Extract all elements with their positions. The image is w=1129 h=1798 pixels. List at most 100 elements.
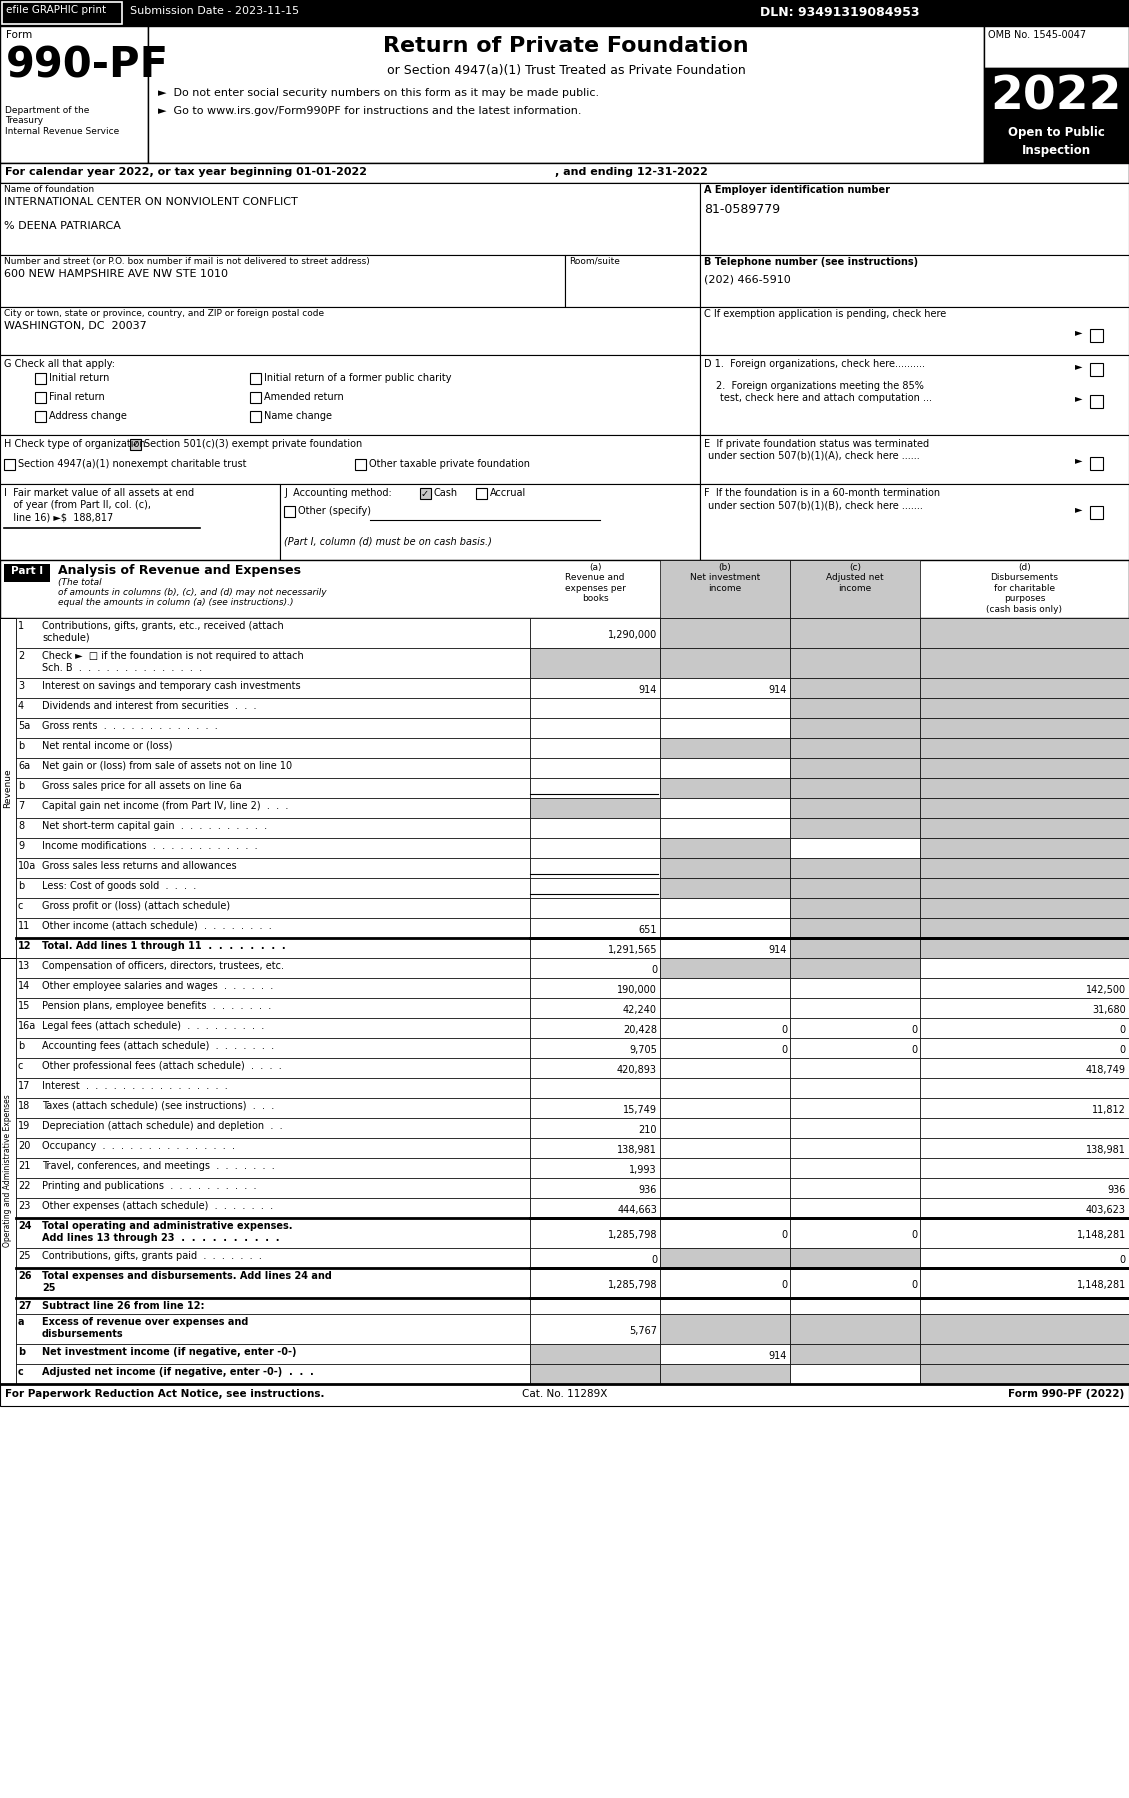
Text: 190,000: 190,000 [618, 985, 657, 994]
Bar [16, 737, 530, 759]
Text: 81-0589779: 81-0589779 [704, 203, 780, 216]
Bar [660, 818, 790, 838]
Bar [16, 1018, 530, 1037]
Text: WASHINGTON, DC  20037: WASHINGTON, DC 20037 [5, 322, 147, 331]
Bar [920, 897, 1129, 919]
Text: 936: 936 [1108, 1185, 1126, 1196]
Text: efile GRAPHIC print: efile GRAPHIC print [6, 5, 106, 14]
Bar [530, 717, 660, 737]
Bar [920, 858, 1129, 877]
Bar [920, 1018, 1129, 1037]
Bar [790, 1248, 920, 1268]
Bar [16, 1158, 530, 1178]
Bar [16, 1178, 530, 1197]
Text: Open to Public: Open to Public [1008, 126, 1105, 138]
Text: (c)
Adjusted net
income: (c) Adjusted net income [826, 563, 884, 593]
Bar [920, 798, 1129, 818]
Text: 21: 21 [18, 1162, 30, 1170]
Text: 2.  Foreign organizations meeting the 85%: 2. Foreign organizations meeting the 85% [716, 381, 924, 390]
Bar [530, 798, 660, 818]
Text: 0: 0 [1120, 1025, 1126, 1036]
Bar [530, 698, 660, 717]
Text: 138,981: 138,981 [618, 1145, 657, 1154]
Bar [0, 559, 1129, 619]
Bar [920, 779, 1129, 798]
Text: 0: 0 [781, 1280, 787, 1289]
Bar [530, 779, 660, 798]
Bar [16, 1268, 530, 1298]
Text: b: b [18, 741, 24, 752]
Bar [700, 183, 1129, 255]
Text: Contributions, gifts, grants, etc., received (attach
schedule): Contributions, gifts, grants, etc., rece… [42, 620, 283, 642]
Text: 11: 11 [18, 921, 30, 931]
Text: b: b [18, 881, 24, 892]
Text: 1,291,565: 1,291,565 [607, 946, 657, 955]
Bar [16, 1343, 530, 1365]
Text: 914: 914 [639, 685, 657, 696]
Text: 24: 24 [18, 1221, 32, 1232]
Text: 14: 14 [18, 982, 30, 991]
Bar [660, 1158, 790, 1178]
Text: ✓: ✓ [421, 489, 429, 498]
Text: equal the amounts in column (a) (see instructions).): equal the amounts in column (a) (see ins… [58, 599, 294, 608]
Bar [530, 958, 660, 978]
Text: 1,148,281: 1,148,281 [1077, 1230, 1126, 1241]
Bar [790, 818, 920, 838]
Text: Net short-term capital gain  .  .  .  .  .  .  .  .  .  .: Net short-term capital gain . . . . . . … [42, 822, 268, 831]
Bar [660, 1018, 790, 1037]
Text: Occupancy  .  .  .  .  .  .  .  .  .  .  .  .  .  .  .: Occupancy . . . . . . . . . . . . . . . [42, 1142, 235, 1151]
Text: 12: 12 [18, 940, 32, 951]
Bar [790, 559, 920, 619]
Bar [35, 412, 46, 423]
Bar [790, 1268, 920, 1298]
Bar [660, 1343, 790, 1365]
Text: a: a [18, 1316, 25, 1327]
Bar [530, 877, 660, 897]
Bar [0, 183, 700, 255]
Text: 3: 3 [18, 681, 24, 690]
Bar [790, 759, 920, 779]
Bar [660, 1057, 790, 1079]
Text: Number and street (or P.O. box number if mail is not delivered to street address: Number and street (or P.O. box number if… [5, 257, 370, 266]
Bar [530, 759, 660, 779]
Bar [530, 1037, 660, 1057]
Text: Return of Private Foundation: Return of Private Foundation [383, 36, 749, 56]
Text: 0: 0 [911, 1025, 917, 1036]
Bar [660, 698, 790, 717]
Text: Pension plans, employee benefits  .  .  .  .  .  .  .: Pension plans, employee benefits . . . .… [42, 1001, 271, 1010]
Text: ►: ► [1075, 455, 1083, 466]
Text: Amended return: Amended return [264, 392, 343, 403]
Bar [530, 1079, 660, 1099]
Text: Submission Date - 2023-11-15: Submission Date - 2023-11-15 [130, 5, 299, 16]
Bar [790, 958, 920, 978]
Bar [920, 1217, 1129, 1248]
Text: Net rental income or (loss): Net rental income or (loss) [42, 741, 173, 752]
Bar [1089, 396, 1103, 408]
Text: Total operating and administrative expenses.
Add lines 13 through 23  .  .  .  .: Total operating and administrative expen… [42, 1221, 292, 1242]
Text: 1: 1 [18, 620, 24, 631]
Text: Initial return: Initial return [49, 372, 110, 383]
Bar [0, 354, 700, 435]
Bar [920, 1057, 1129, 1079]
Bar [790, 698, 920, 717]
Text: (a)
Revenue and
expenses per
books: (a) Revenue and expenses per books [564, 563, 625, 602]
Bar [790, 1018, 920, 1037]
Bar [920, 1268, 1129, 1298]
Text: 23: 23 [18, 1201, 30, 1212]
Bar [130, 439, 141, 450]
Text: 444,663: 444,663 [618, 1205, 657, 1215]
Text: c: c [18, 1366, 24, 1377]
Bar [16, 619, 530, 647]
Bar [530, 1217, 660, 1248]
Bar [920, 877, 1129, 897]
Bar [16, 939, 530, 958]
Text: Excess of revenue over expenses and
disbursements: Excess of revenue over expenses and disb… [42, 1316, 248, 1338]
Bar [148, 25, 984, 164]
Text: 914: 914 [769, 1350, 787, 1361]
Text: A Employer identification number: A Employer identification number [704, 185, 890, 194]
Bar [530, 1099, 660, 1118]
Text: Revenue: Revenue [3, 768, 12, 807]
Text: 19: 19 [18, 1120, 30, 1131]
Text: 1,285,798: 1,285,798 [607, 1230, 657, 1241]
Text: 418,749: 418,749 [1086, 1064, 1126, 1075]
